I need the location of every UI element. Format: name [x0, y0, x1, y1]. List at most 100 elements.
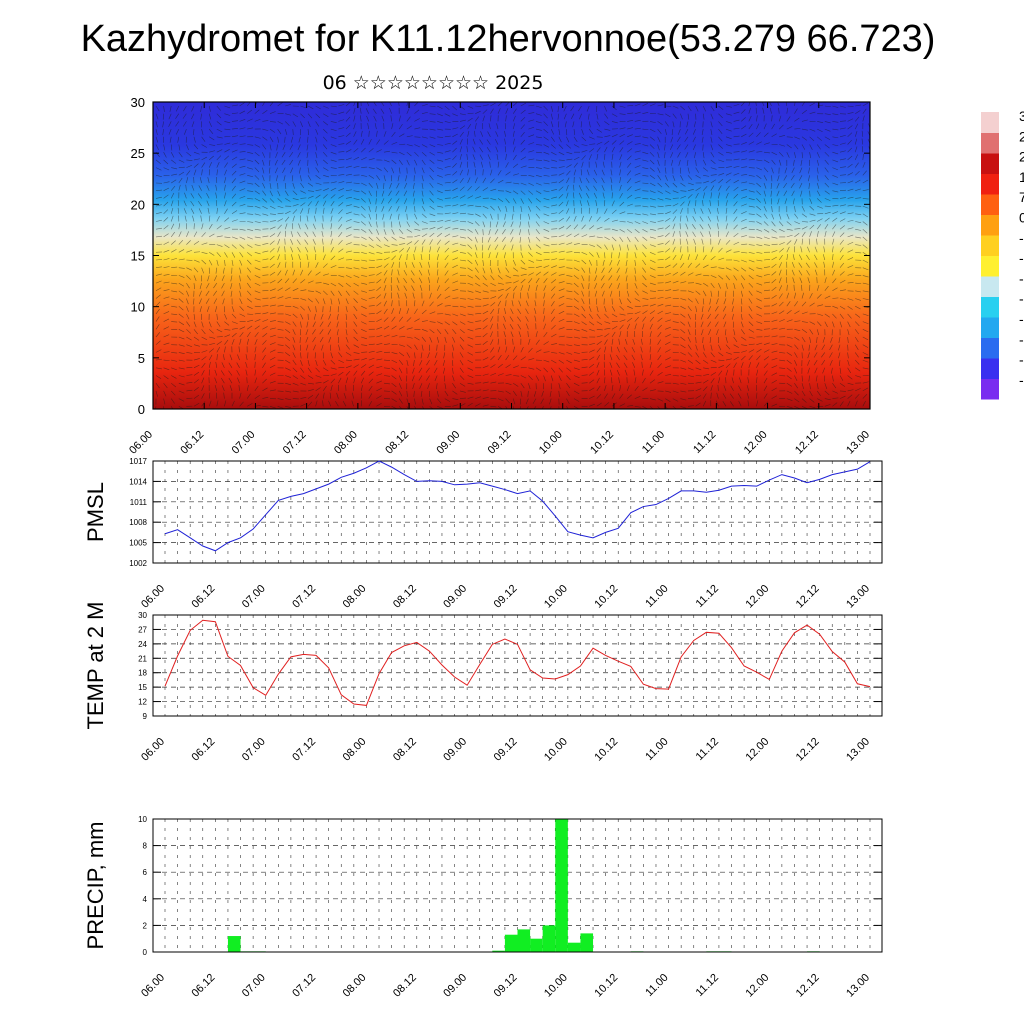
wind-vector — [771, 303, 778, 307]
wind-vector — [707, 223, 712, 230]
wind-vector — [269, 263, 275, 268]
wind-vector — [718, 192, 720, 199]
wind-vector — [444, 212, 451, 215]
wind-vector — [289, 159, 294, 166]
wind-vector — [596, 362, 600, 368]
wind-vector — [581, 136, 587, 142]
wind-vector — [672, 105, 679, 109]
wind-vector — [345, 140, 352, 145]
wind-vector — [748, 175, 755, 177]
wind-vector — [777, 175, 780, 182]
wind-vector — [678, 159, 681, 166]
wind-vector — [467, 228, 473, 233]
wind-vector — [601, 267, 605, 274]
wind-vector — [642, 159, 649, 162]
wind-vector — [292, 367, 298, 373]
wind-vector — [710, 105, 715, 112]
wind-vector — [231, 339, 235, 345]
wind-vector — [193, 267, 199, 273]
temp-x-tick-label: 10.00 — [542, 736, 570, 764]
wind-vector — [716, 298, 719, 305]
wind-vector — [616, 369, 620, 376]
wind-vector — [619, 331, 622, 338]
wind-vector — [543, 278, 548, 284]
wind-vector — [467, 344, 474, 348]
wind-vector — [307, 121, 311, 128]
wind-vector — [832, 224, 837, 230]
wind-vector — [285, 104, 292, 107]
wind-vector — [520, 165, 527, 168]
wind-vector — [619, 403, 626, 407]
wind-vector — [718, 267, 725, 270]
wind-vector — [528, 272, 534, 276]
wind-vector — [383, 292, 387, 299]
wind-vector — [543, 113, 548, 119]
wind-vector — [771, 236, 778, 239]
wind-vector — [383, 300, 387, 307]
wind-vector — [832, 231, 836, 238]
wind-vector — [214, 369, 218, 376]
wind-vector — [634, 290, 639, 296]
wind-vector — [315, 387, 321, 392]
wind-vector — [437, 182, 443, 186]
wind-vector — [611, 326, 618, 330]
wind-vector — [801, 205, 805, 212]
wind-vector — [216, 113, 222, 119]
wind-vector — [763, 175, 768, 181]
wind-vector — [626, 323, 631, 330]
wind-vector — [581, 321, 587, 326]
wind-vector — [839, 382, 846, 387]
wind-vector — [361, 166, 368, 168]
wind-vector — [528, 175, 535, 177]
wind-vector — [292, 313, 298, 319]
wind-vector — [414, 228, 421, 231]
wind-vector — [231, 170, 237, 176]
wind-vector — [566, 170, 571, 176]
wind-vector — [558, 226, 565, 230]
colorbar-segment — [981, 276, 999, 297]
temp-y-axis-label: TEMP at 2 M — [83, 602, 108, 730]
pmsl-x-tick-label: 07.12 — [290, 583, 318, 611]
wind-vector — [832, 254, 834, 261]
wind-vector — [725, 290, 727, 297]
wind-vector — [381, 205, 385, 212]
wind-vector — [338, 275, 345, 278]
wind-vector — [550, 128, 555, 135]
colorbar-label: - — [1019, 270, 1024, 286]
wind-vector — [679, 230, 681, 237]
wind-vector — [809, 128, 816, 132]
pmsl-x-tick-label: 12.00 — [743, 583, 771, 611]
wind-vector — [566, 151, 573, 155]
wind-vector — [558, 266, 565, 268]
wind-vector — [725, 275, 730, 281]
wind-vector — [323, 273, 330, 276]
wind-vector — [649, 182, 656, 187]
wind-vector — [870, 171, 874, 175]
wind-vector — [778, 151, 784, 157]
wind-vector — [748, 190, 755, 193]
wind-vector — [215, 267, 218, 274]
wind-vector — [771, 133, 777, 138]
wind-vector — [444, 255, 449, 261]
wind-vector — [746, 392, 750, 399]
wind-vector — [436, 246, 440, 253]
wind-vector — [239, 283, 241, 290]
wind-vector — [315, 175, 321, 180]
wind-vector — [474, 116, 479, 122]
wind-vector — [201, 401, 206, 407]
wind-vector — [406, 327, 413, 330]
wind-vector — [551, 188, 558, 191]
wind-vector — [680, 113, 683, 120]
wind-vector — [756, 167, 763, 171]
wind-vector — [185, 184, 187, 191]
wind-vector — [224, 236, 231, 238]
wind-vector — [300, 313, 304, 320]
precip-x-tick-label: 06.12 — [190, 972, 218, 1000]
pmsl-y-tick-label: 1005 — [129, 539, 147, 548]
wind-vector — [505, 162, 509, 168]
wind-vector — [163, 383, 168, 389]
wind-vector — [839, 254, 844, 261]
wind-vector — [312, 336, 316, 343]
wind-vector — [756, 369, 759, 376]
wind-vector — [330, 113, 337, 115]
